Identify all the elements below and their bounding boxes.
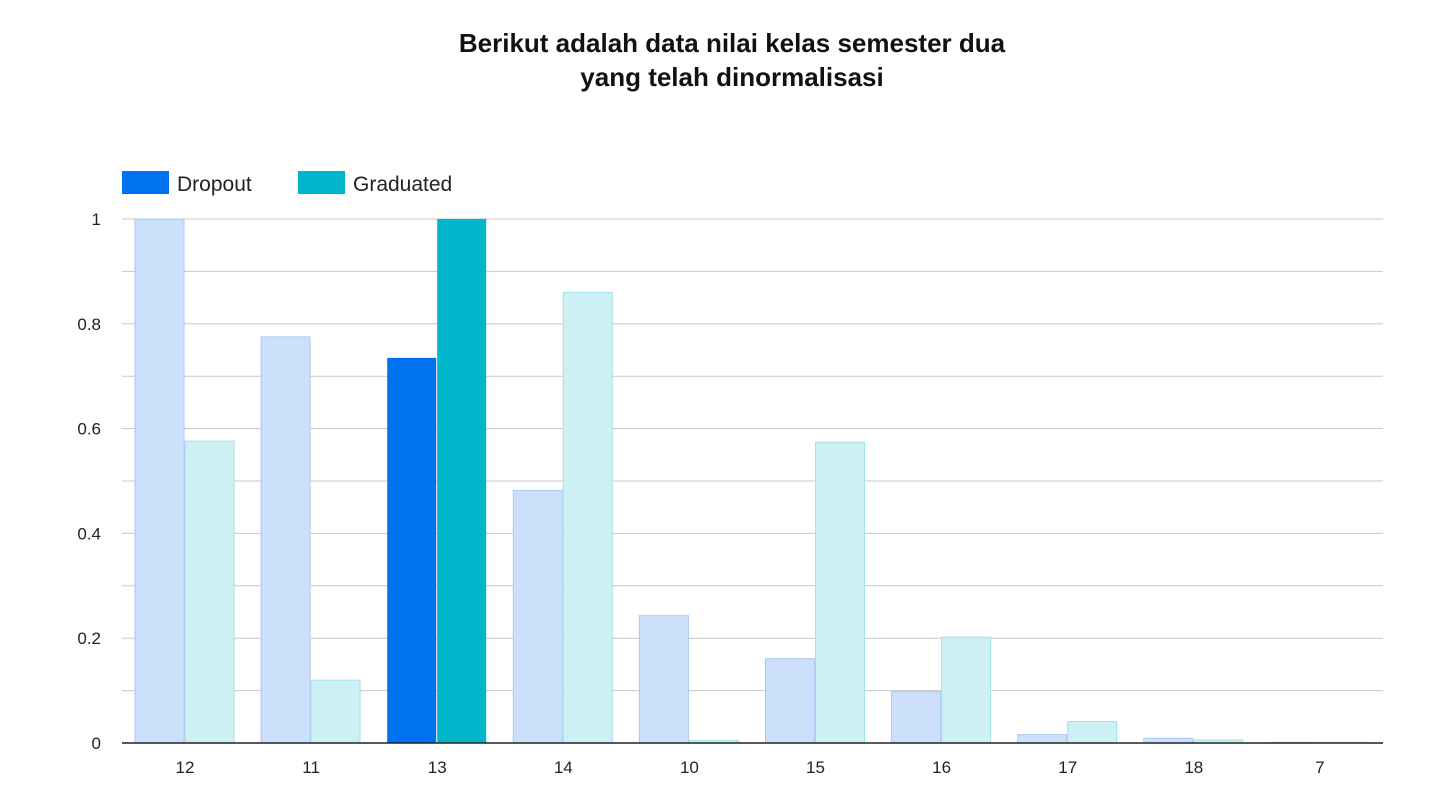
bar-dropout-16[interactable] xyxy=(891,691,942,744)
bar-graduated-16[interactable] xyxy=(941,636,992,744)
bar-graduated-13[interactable] xyxy=(437,219,487,743)
x-tick-label: 12 xyxy=(176,758,195,777)
bar-dropout-15[interactable] xyxy=(765,658,815,744)
x-tick-label: 16 xyxy=(932,758,951,777)
chart-title: Berikut adalah data nilai kelas semester… xyxy=(459,28,1006,92)
bar-graduated-17[interactable] xyxy=(1067,721,1118,744)
x-tick-label: 7 xyxy=(1315,758,1324,777)
x-tick-label: 18 xyxy=(1184,758,1203,777)
gridlines xyxy=(122,218,1383,692)
x-tick-label: 15 xyxy=(806,758,825,777)
y-tick-label: 0.8 xyxy=(77,315,101,334)
chart-title-line-2: yang telah dinormalisasi xyxy=(580,62,883,92)
legend: Dropout Graduated xyxy=(122,171,452,196)
y-axis-ticks: 0 0.2 0.4 0.6 0.8 1 xyxy=(77,210,101,753)
x-tick-label: 11 xyxy=(302,758,320,777)
legend-label-graduated[interactable]: Graduated xyxy=(353,173,452,196)
chart-title-line-1: Berikut adalah data nilai kelas semester… xyxy=(459,28,1006,58)
y-tick-label: 0.6 xyxy=(77,420,101,439)
y-tick-label: 0.2 xyxy=(77,629,101,648)
bar-graduated-11[interactable] xyxy=(310,679,361,744)
x-tick-label: 17 xyxy=(1058,758,1077,777)
bar-dropout-17[interactable] xyxy=(1017,734,1068,744)
x-axis: 12 11 13 14 10 15 16 17 18 7 xyxy=(122,742,1383,777)
bar-dropout-10[interactable] xyxy=(638,615,689,744)
y-tick-label: 0.4 xyxy=(77,524,101,543)
y-tick-label: 0 xyxy=(92,734,101,753)
x-tick-label: 10 xyxy=(680,758,699,777)
x-tick-label: 14 xyxy=(554,758,573,777)
bar-dropout-12[interactable] xyxy=(134,218,185,744)
bar-graduated-15[interactable] xyxy=(815,441,865,744)
legend-label-dropout[interactable]: Dropout xyxy=(177,173,252,196)
bar-graduated-14[interactable] xyxy=(562,291,613,744)
legend-swatch-graduated[interactable] xyxy=(298,171,345,194)
x-tick-label: 13 xyxy=(428,758,447,777)
bar-dropout-13[interactable] xyxy=(387,357,437,743)
legend-swatch-dropout[interactable] xyxy=(122,171,169,194)
y-tick-label: 1 xyxy=(92,210,101,229)
bar-graduated-12[interactable] xyxy=(184,440,235,744)
bar-dropout-14[interactable] xyxy=(512,489,563,744)
bar-dropout-11[interactable] xyxy=(260,336,311,744)
